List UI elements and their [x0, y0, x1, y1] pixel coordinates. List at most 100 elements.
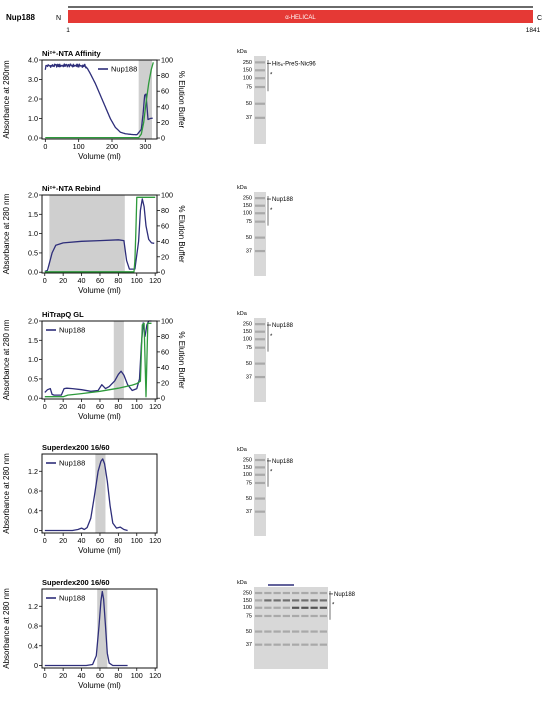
gel-band [273, 614, 281, 618]
degradation-asterisk: * [270, 208, 273, 214]
x-tick-label: 80 [114, 402, 122, 411]
y-tick-label: 1.2 [28, 467, 38, 476]
gel-band [282, 606, 290, 609]
gel-band [301, 606, 309, 609]
plot-frame [41, 588, 158, 669]
y-tick-label: 0 [34, 526, 38, 535]
gel-band [273, 591, 281, 595]
n-terminus-label: N [56, 15, 61, 22]
x-tick-label: 40 [78, 276, 86, 285]
y2-tick-label: 60 [161, 87, 169, 96]
kda-label: kDa [237, 580, 248, 586]
gel-band [255, 220, 265, 223]
gel-band [255, 212, 265, 215]
gel-band [319, 591, 327, 595]
x-tick-label: 80 [114, 276, 122, 285]
gel-band [255, 630, 263, 633]
band-label: Nup188 [272, 323, 294, 329]
y-tick-label: 0.4 [28, 641, 38, 650]
gel-band [264, 614, 272, 618]
x-tick-label: 0 [43, 536, 47, 545]
y-tick-label: 0.5 [28, 248, 38, 257]
gel-band [264, 591, 272, 595]
fraction-shade [113, 321, 124, 399]
x-tick-label: 300 [139, 142, 151, 151]
fraction-shade [49, 195, 125, 273]
x-tick-label: 80 [114, 671, 122, 680]
x-tick-label: 20 [59, 402, 67, 411]
x-tick-label: 60 [96, 671, 104, 680]
gel-band [255, 102, 265, 105]
gel-band [255, 643, 263, 646]
gel-band [301, 643, 309, 646]
x-tick-label: 60 [96, 276, 104, 285]
marker-label: 100 [243, 337, 252, 343]
gel-band [255, 85, 265, 89]
legend-label: Nup188 [59, 459, 85, 468]
kda-label: kDa [237, 49, 248, 55]
y-tick-label: 1.5 [28, 336, 38, 345]
gel-band [301, 591, 309, 595]
gel-band [255, 497, 265, 500]
band-label: Nup188 [272, 197, 294, 203]
y2-tick-label: 80 [161, 71, 169, 80]
gel-band [255, 466, 265, 469]
y-axis-label: Absorbance at 280 nm [2, 193, 11, 274]
elution-gradient-line [44, 322, 152, 398]
gel-band [255, 204, 265, 207]
chart-panel-3: 0 20 40 60 80 100 120 0.0 0.5 1.0 1.5 2.0 0 20 40 60 80 1… [2, 310, 186, 421]
gel-band [255, 323, 265, 326]
legend-label: Nup188 [111, 65, 137, 74]
marker-label: 50 [246, 235, 252, 241]
marker-label: 37 [246, 248, 252, 254]
gel-band [310, 599, 318, 602]
x-axis-label: Volume (ml) [78, 152, 121, 161]
marker-label: 100 [243, 605, 252, 611]
plot-frame [41, 453, 158, 534]
marker-label: 75 [246, 480, 252, 486]
y2-axis-label: % Elution Buffer [177, 331, 186, 389]
marker-label: 37 [246, 509, 252, 515]
y-axis-label: Absorbance at 280 nm [2, 588, 11, 669]
protein-name: Nup188 [6, 13, 35, 22]
legend-label: Nup188 [59, 594, 85, 603]
marker-label: 250 [243, 322, 252, 328]
gel-band [255, 249, 265, 253]
y2-tick-label: 60 [161, 221, 169, 230]
gel-band [255, 69, 265, 72]
x-tick-label: 60 [96, 536, 104, 545]
gel-band [292, 606, 300, 609]
y2-tick-label: 80 [161, 332, 169, 341]
gel-band [255, 473, 265, 476]
y-tick-label: 0.8 [28, 487, 38, 496]
marker-label: 50 [246, 101, 252, 107]
marker-label: 100 [243, 472, 252, 478]
gel-band [292, 614, 300, 618]
y-tick-label: 0.5 [28, 374, 38, 383]
gel-band [273, 643, 281, 646]
end-residue: 1841 [526, 27, 541, 34]
y-tick-label: 1.5 [28, 210, 38, 219]
kda-label: kDa [237, 185, 248, 191]
gel-band [319, 630, 327, 633]
x-tick-label: 20 [59, 536, 67, 545]
absorbance-line [44, 590, 128, 667]
marker-label: 50 [246, 629, 252, 635]
gel-band [310, 591, 318, 595]
kda-label: kDa [237, 311, 248, 317]
chart-title: Ni²⁺-NTA Rebind [42, 184, 101, 193]
elution-gradient-line [45, 62, 154, 139]
y2-tick-label: 0 [161, 134, 165, 143]
domain-label: α-HELICAL [285, 15, 316, 21]
y-tick-label: 2.0 [28, 317, 38, 326]
y2-tick-label: 100 [161, 317, 173, 326]
x-tick-label: 120 [149, 276, 161, 285]
gel-band [310, 606, 318, 609]
marker-label: 75 [246, 345, 252, 351]
y-tick-label: 1.2 [28, 602, 38, 611]
x-tick-label: 20 [59, 276, 67, 285]
chart-panel-4: 0 20 40 60 80 100 120 0 0.4 0.8 1.2 Superdex200 16/… [2, 443, 161, 555]
gel-band [255, 362, 265, 365]
